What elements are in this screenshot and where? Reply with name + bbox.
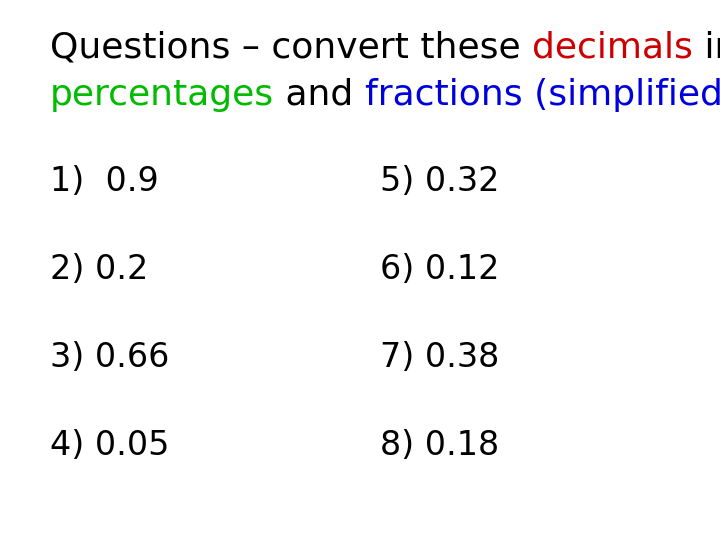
Text: 6) 0.12: 6) 0.12 bbox=[380, 253, 500, 286]
Text: and: and bbox=[274, 78, 365, 112]
Text: 1)  0.9: 1) 0.9 bbox=[50, 165, 158, 198]
Text: Questions – convert these: Questions – convert these bbox=[50, 30, 532, 64]
Text: into: into bbox=[693, 30, 720, 64]
Text: 4) 0.05: 4) 0.05 bbox=[50, 429, 169, 462]
Text: 5) 0.32: 5) 0.32 bbox=[380, 165, 500, 198]
Text: 3) 0.66: 3) 0.66 bbox=[50, 341, 169, 374]
Text: percentages: percentages bbox=[50, 78, 274, 112]
Text: 8) 0.18: 8) 0.18 bbox=[380, 429, 499, 462]
Text: 2) 0.2: 2) 0.2 bbox=[50, 253, 148, 286]
Text: fractions (simplified):: fractions (simplified): bbox=[365, 78, 720, 112]
Text: decimals: decimals bbox=[532, 30, 693, 64]
Text: 7) 0.38: 7) 0.38 bbox=[380, 341, 499, 374]
